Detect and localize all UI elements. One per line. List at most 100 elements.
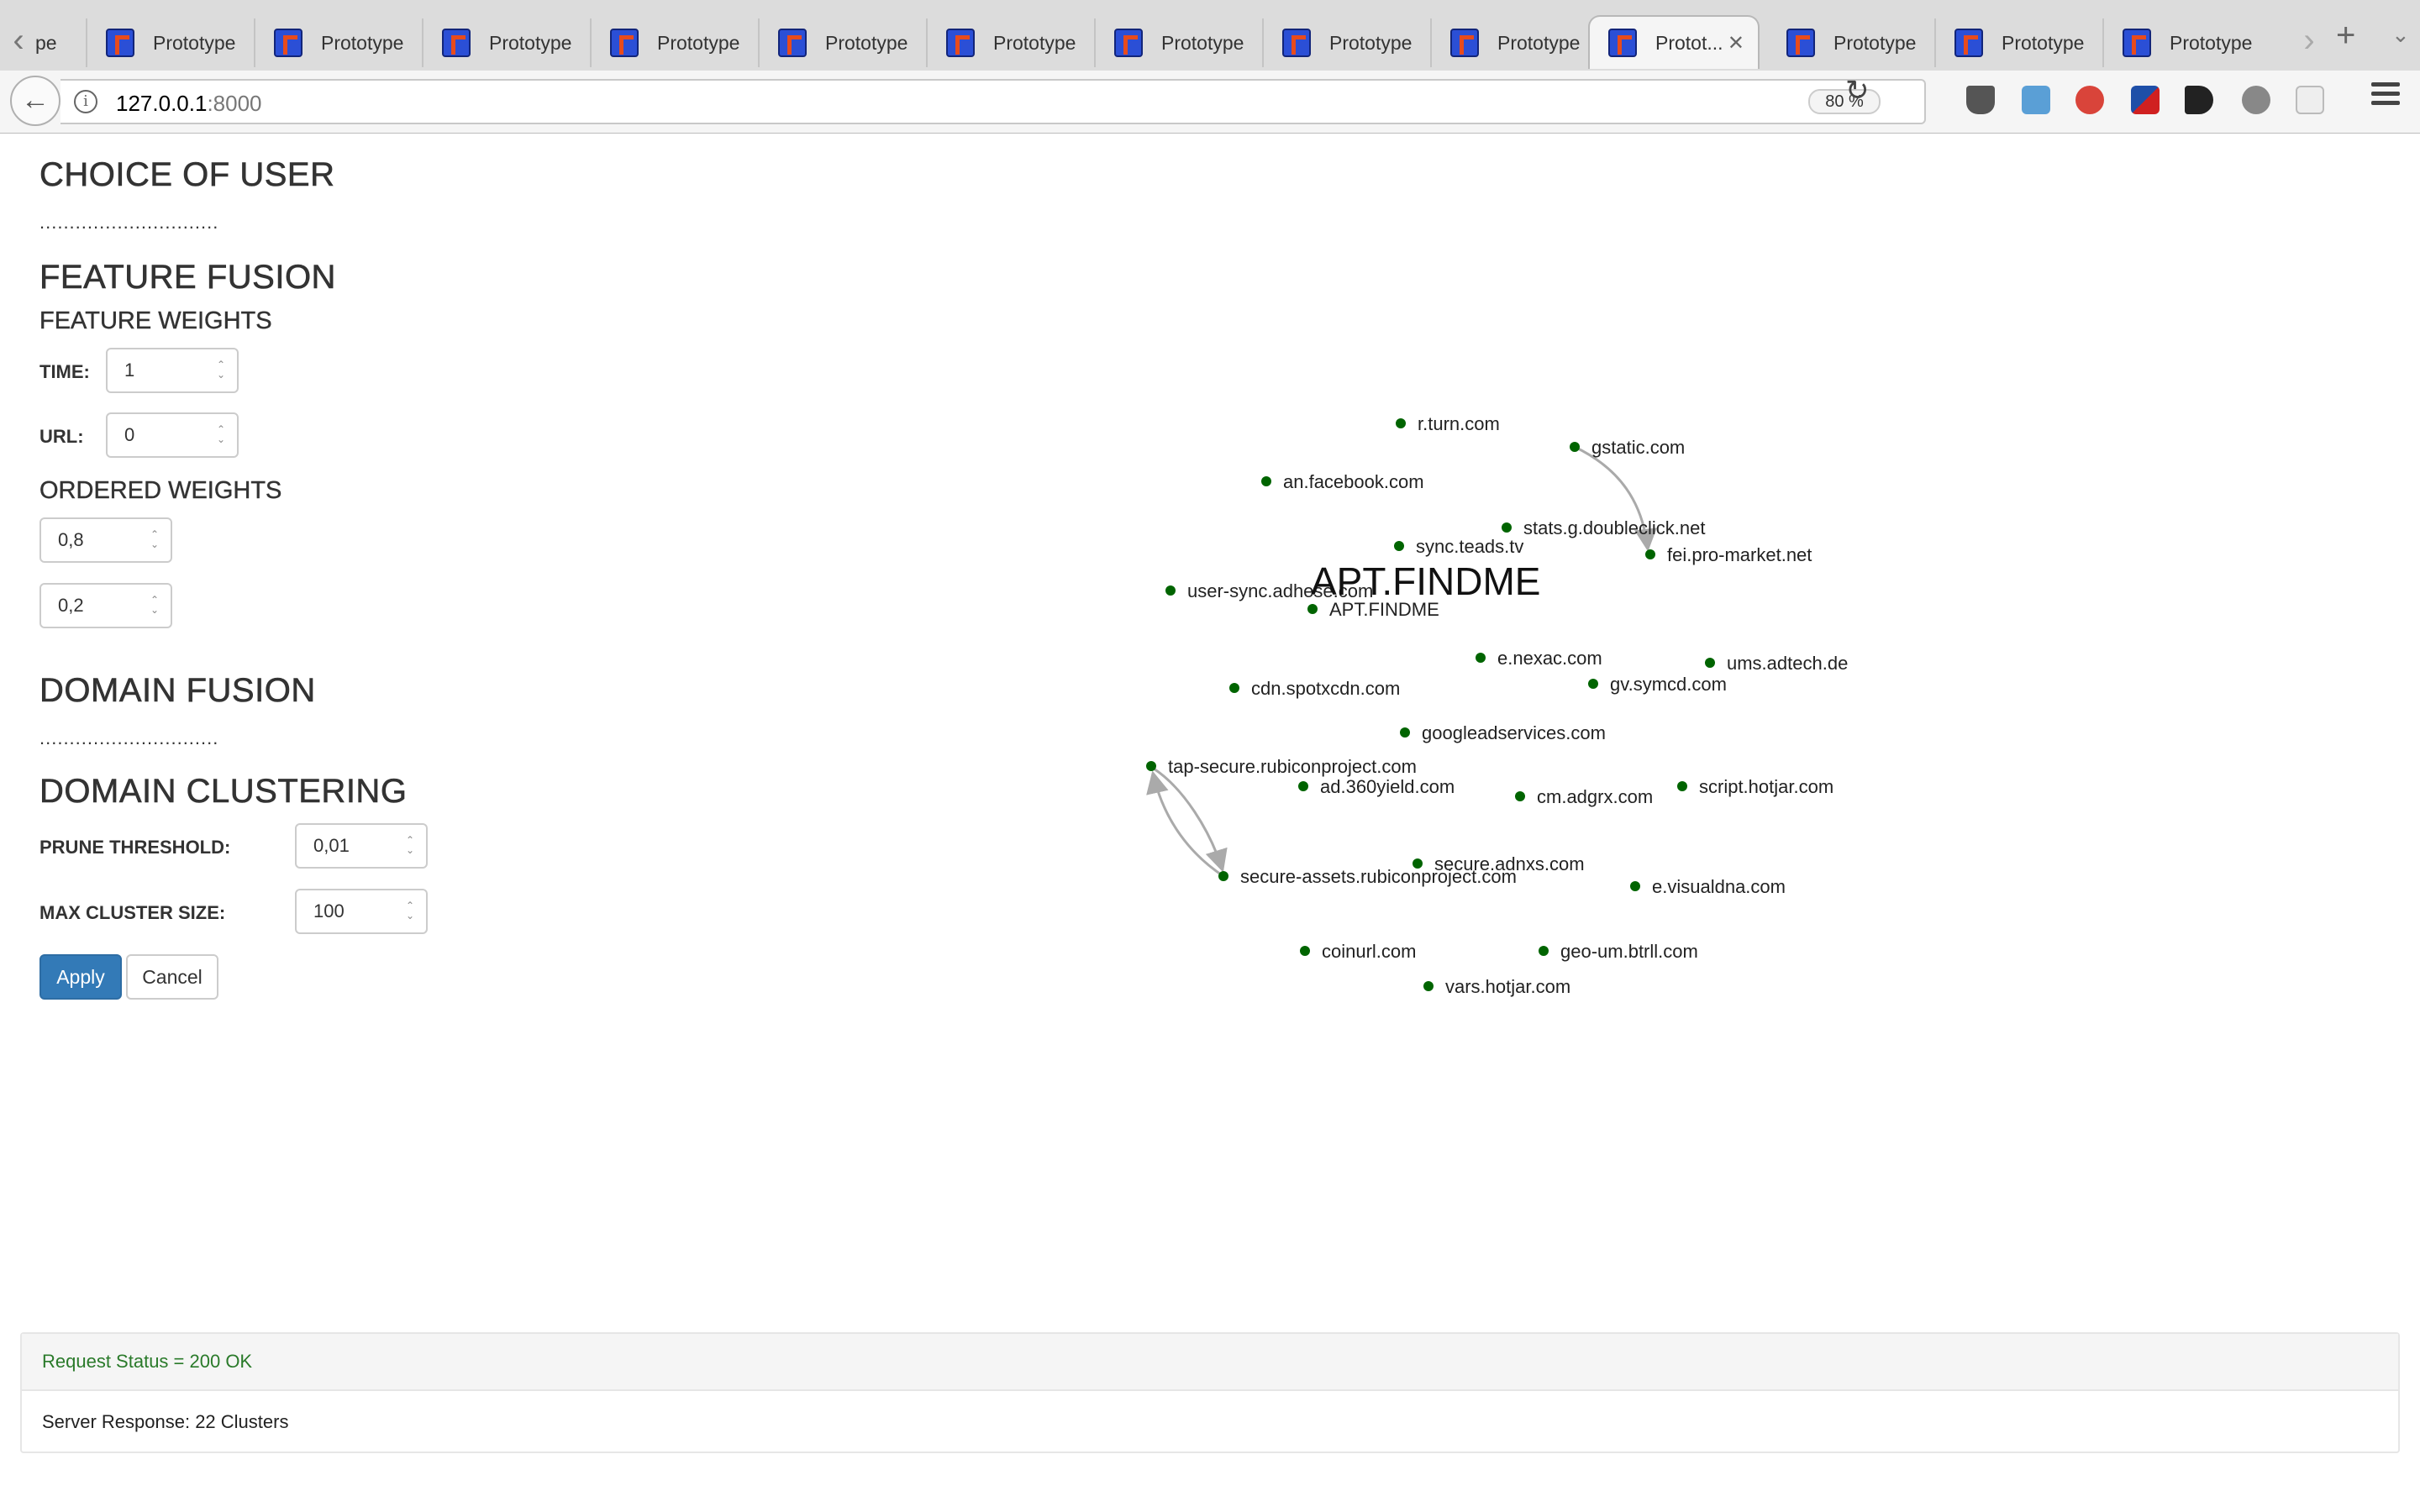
max-cluster-size-value: 100	[313, 900, 345, 921]
tab-label: Prototype	[2002, 31, 2085, 54]
graph-node[interactable]	[1394, 541, 1404, 551]
ordered-weight-1-input[interactable]: 0,8 ⌃ ⌄	[39, 517, 172, 563]
tab[interactable]: Prototype	[1768, 18, 1936, 67]
tab[interactable]: Prototype	[928, 18, 1096, 67]
graph-node-label: fei.pro-market.net	[1667, 544, 1812, 565]
info-icon[interactable]: i	[74, 90, 97, 113]
time-weight-input[interactable]: 1 ⌃ ⌄	[106, 348, 239, 393]
stepper-icon[interactable]: ⌃ ⌄	[216, 423, 225, 445]
max-cluster-size-input[interactable]: 100 ⌃ ⌄	[295, 889, 428, 934]
graph-node-label: gstatic.com	[1591, 437, 1685, 458]
tab[interactable]: Prototype	[1096, 18, 1264, 67]
prototype-favicon-icon	[1450, 29, 1479, 57]
graph-node[interactable]	[1630, 881, 1640, 891]
back-arrow-icon[interactable]: ←	[10, 76, 60, 126]
zoom-indicator[interactable]: 80 %	[1808, 89, 1881, 114]
new-tab-plus-icon[interactable]: +	[2336, 17, 2356, 54]
graph-node-label: secure-assets.rubiconproject.com	[1240, 866, 1517, 887]
graph-node-label: coinurl.com	[1322, 941, 1416, 962]
tab-label: Prototype	[825, 31, 908, 54]
tab[interactable]: Prototype	[760, 18, 928, 67]
tab-label: Prototype	[657, 31, 740, 54]
graph-nodes: r.turn.com gstatic.com an.facebook.com stat…	[1146, 413, 1848, 997]
stepper-icon[interactable]: ⌃ ⌄	[405, 834, 414, 856]
graph-node[interactable]	[1539, 946, 1549, 956]
stepper-icon[interactable]: ⌃ ⌄	[405, 900, 414, 921]
tab[interactable]: Prototype	[1264, 18, 1432, 67]
graph-node[interactable]	[1229, 683, 1239, 693]
graph-node-label: ums.adtech.de	[1727, 653, 1848, 674]
tab-partial[interactable]: pe	[29, 18, 87, 67]
close-icon[interactable]: ✕	[1727, 31, 1744, 55]
graph-node[interactable]	[1588, 679, 1598, 689]
graph-node[interactable]	[1307, 604, 1318, 614]
graph-node[interactable]	[1165, 585, 1176, 596]
graph-node[interactable]	[1570, 442, 1580, 452]
tab[interactable]: Prototype	[424, 18, 592, 67]
graph-node[interactable]	[1261, 476, 1271, 486]
tab-active[interactable]: Protot... ✕	[1588, 15, 1760, 69]
tab[interactable]: Prototype	[592, 18, 760, 67]
tab-scroll-right-icon[interactable]: ›	[2303, 22, 2315, 59]
stepper-icon[interactable]: ⌃ ⌄	[150, 594, 159, 616]
ublock-shield-icon[interactable]	[1966, 86, 1995, 114]
prototype-favicon-icon	[1608, 29, 1637, 57]
graph-node-label: r.turn.com	[1418, 413, 1500, 434]
graph-node[interactable]	[1298, 781, 1308, 791]
graph-node[interactable]	[1423, 981, 1434, 991]
graph-node-label: e.nexac.com	[1497, 648, 1602, 669]
tab-label: Prototype	[1833, 31, 1917, 54]
css-extension-icon[interactable]	[2296, 86, 2324, 114]
tab[interactable]: Prototype	[1936, 18, 2104, 67]
graph-node-label: an.facebook.com	[1283, 471, 1424, 492]
tab[interactable]: Prototype	[2104, 18, 2272, 67]
tab-list-chevron-icon[interactable]: ⌄	[2391, 22, 2410, 47]
browser-chrome: ‹ pe Prototype Prototype Prototype Proto…	[0, 0, 2420, 134]
graph-node[interactable]	[1396, 418, 1406, 428]
graph-node[interactable]	[1400, 727, 1410, 738]
tab[interactable]: Prototype	[87, 18, 255, 67]
extension-s-icon[interactable]	[2022, 86, 2050, 114]
tab[interactable]: Prototype	[255, 18, 424, 67]
time-label: TIME:	[39, 361, 90, 382]
ordered-weight-2-input[interactable]: 0,2 ⌃ ⌄	[39, 583, 172, 628]
feature-fusion-heading: FEATURE FUSION	[39, 259, 336, 297]
extension-sj-icon[interactable]	[2131, 86, 2160, 114]
hamburger-menu-icon[interactable]	[2371, 82, 2400, 108]
edge-secure-assets-to-tap	[1146, 770, 1224, 878]
graph-node[interactable]	[1218, 871, 1228, 881]
graph-node[interactable]	[1413, 858, 1423, 869]
graph-node[interactable]	[1677, 781, 1687, 791]
graph-node[interactable]	[1645, 549, 1655, 559]
stepper-icon[interactable]: ⌃ ⌄	[216, 359, 225, 381]
extension-d-icon[interactable]	[2185, 86, 2213, 114]
graph-node-label: secure.adnxs.com	[1434, 853, 1585, 874]
url-text[interactable]: 127.0.0.1:8000	[116, 91, 262, 117]
extension-red-icon[interactable]	[2075, 86, 2104, 114]
graph-node[interactable]	[1515, 791, 1525, 801]
graph-node[interactable]	[1476, 653, 1486, 663]
graph-node-label: user-sync.adhese.com	[1187, 580, 1373, 601]
domain-clustering-heading: DOMAIN CLUSTERING	[39, 773, 408, 811]
cancel-button[interactable]: Cancel	[126, 954, 218, 1000]
graph-node[interactable]	[1300, 946, 1310, 956]
url-weight-input[interactable]: 0 ⌃ ⌄	[106, 412, 239, 458]
tab-scroll-left-icon[interactable]: ‹	[13, 22, 24, 59]
graph-node[interactable]	[1502, 522, 1512, 533]
apply-button[interactable]: Apply	[39, 954, 122, 1000]
graph-node-label: stats.g.doubleclick.net	[1523, 517, 1705, 538]
tab[interactable]: Prototype	[1432, 18, 1600, 67]
account-icon[interactable]	[2242, 86, 2270, 114]
domain-cluster-graph[interactable]: r.turn.com gstatic.com an.facebook.com stat…	[0, 133, 2420, 1191]
prune-threshold-input[interactable]: 0,01 ⌃ ⌄	[295, 823, 428, 869]
edge-gstatic-to-fei	[1574, 445, 1657, 552]
prototype-favicon-icon	[442, 29, 471, 57]
reload-icon[interactable]: ↻	[1845, 75, 1870, 107]
tab-label: pe	[35, 31, 57, 54]
graph-node[interactable]	[1146, 761, 1156, 771]
graph-node[interactable]	[1705, 658, 1715, 668]
graph-node-label: e.visualdna.com	[1652, 876, 1786, 897]
address-bar[interactable]: i 127.0.0.1:8000 80 %	[60, 79, 1926, 124]
time-weight-value: 1	[124, 360, 135, 381]
stepper-icon[interactable]: ⌃ ⌄	[150, 528, 159, 550]
